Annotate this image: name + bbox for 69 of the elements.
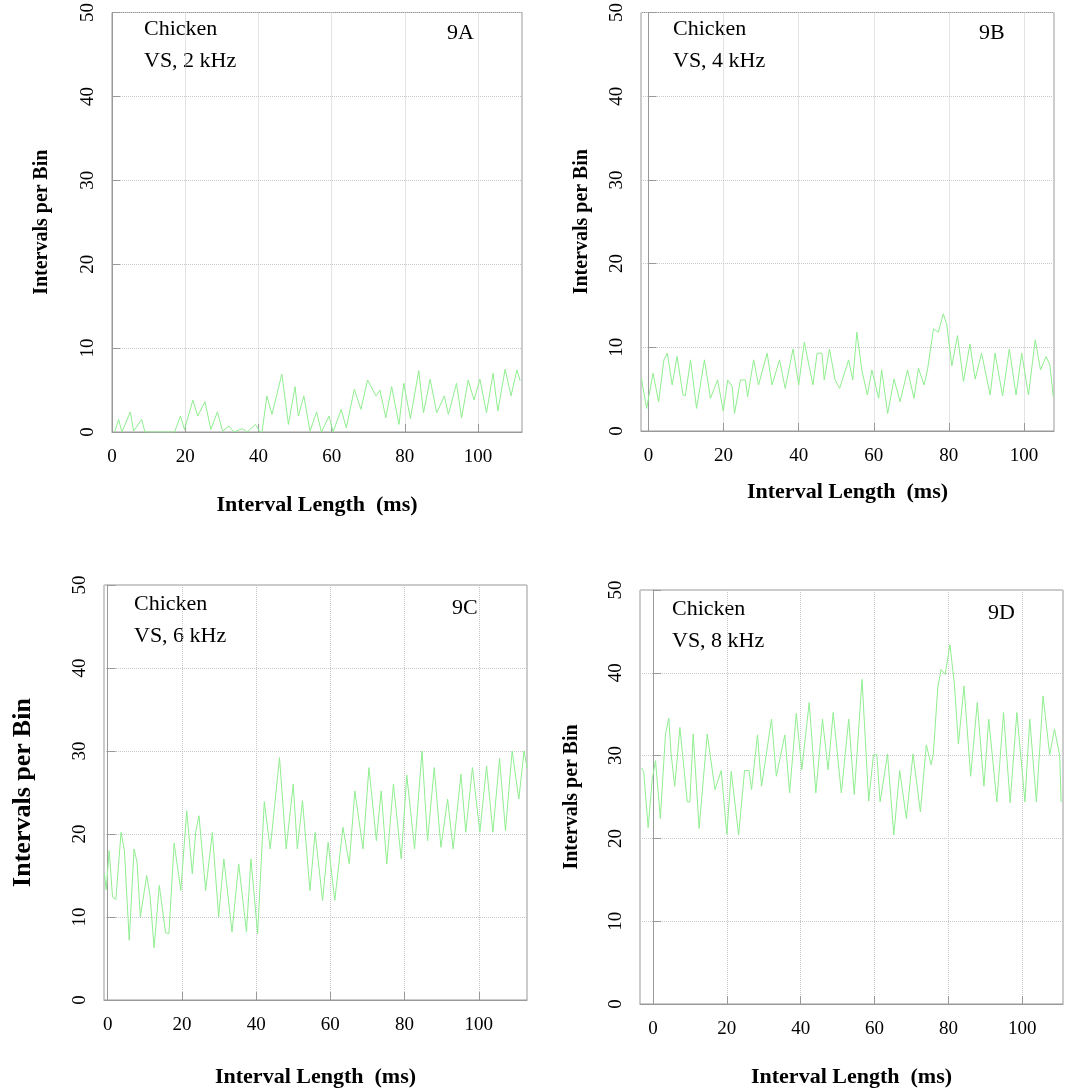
x-tick-label: 0 <box>643 444 654 465</box>
x-tick-label: 100 <box>1009 444 1039 465</box>
line-series <box>640 313 1054 414</box>
annotation: Chicken <box>673 14 747 40</box>
annotation: VS, 8 kHz <box>672 626 765 652</box>
x-tick-label: 0 <box>648 1017 658 1038</box>
y-tick-label: 0 <box>604 999 625 1009</box>
line-series <box>103 750 528 949</box>
x-tick-label: 40 <box>246 1013 266 1034</box>
x-axis-title: Interval Length (ms) <box>216 490 418 516</box>
x-tick-label: 100 <box>463 445 493 466</box>
y-axis-title: Intervals per Bin <box>559 724 582 870</box>
y-axis-title: Intervals per Bin <box>29 149 52 295</box>
x-tick-label: 80 <box>938 1017 958 1038</box>
y-tick-label: 10 <box>604 911 625 931</box>
y-tick-label: 40 <box>68 658 89 678</box>
y-tick-label: 50 <box>76 3 97 22</box>
y-axis-title: Intervals per Bin <box>6 697 36 887</box>
y-tick-label: 10 <box>605 337 626 357</box>
y-tick-label: 50 <box>605 3 626 22</box>
y-tick-label: 20 <box>68 824 89 844</box>
x-tick-label: 40 <box>791 1017 811 1038</box>
x-tick-label: 60 <box>320 1013 340 1034</box>
y-tick-label: 30 <box>68 741 89 761</box>
x-tick-label: 100 <box>1008 1017 1037 1038</box>
y-axis-title: Intervals per Bin <box>569 149 592 295</box>
y-tick-label: 40 <box>76 86 97 106</box>
y-tick-label: 0 <box>605 426 626 436</box>
x-tick-label: 40 <box>248 445 268 466</box>
x-tick-label: 80 <box>395 445 415 466</box>
x-tick-label: 20 <box>175 445 195 466</box>
annotation: Chicken <box>134 589 208 615</box>
annotation: 9C <box>452 593 478 619</box>
y-tick-label: 50 <box>68 575 89 595</box>
y-tick-label: 30 <box>76 170 97 190</box>
y-tick-label: 50 <box>604 580 625 600</box>
annotation: VS, 4 kHz <box>673 46 766 72</box>
x-tick-label: 20 <box>172 1013 192 1034</box>
annotation: Chicken <box>144 14 218 40</box>
annotation: 9D <box>988 598 1015 624</box>
x-tick-label: 20 <box>714 444 734 465</box>
y-tick-label: 30 <box>604 746 625 766</box>
x-tick-label: 80 <box>395 1013 415 1034</box>
y-tick-label: 20 <box>76 254 97 274</box>
x-axis-title: Interval Length (ms) <box>750 1062 953 1088</box>
y-tick-label: 0 <box>68 995 89 1005</box>
annotation: 9B <box>979 18 1005 44</box>
y-tick-label: 10 <box>76 338 97 358</box>
x-tick-label: 40 <box>789 444 809 465</box>
x-axis-title: Interval Length (ms) <box>746 477 949 503</box>
y-tick-label: 40 <box>605 86 626 106</box>
x-tick-label: 0 <box>107 445 117 466</box>
y-tick-label: 40 <box>604 663 625 683</box>
x-tick-label: 60 <box>322 445 342 466</box>
x-tick-label: 20 <box>717 1017 737 1038</box>
y-tick-label: 20 <box>605 254 626 274</box>
x-tick-label: 80 <box>939 444 959 465</box>
x-tick-label: 60 <box>864 444 884 465</box>
x-axis-title: Interval Length (ms) <box>214 1062 417 1088</box>
x-tick-label: 60 <box>865 1017 885 1038</box>
y-tick-label: 10 <box>68 907 89 927</box>
annotation: Chicken <box>672 594 746 620</box>
y-tick-label: 0 <box>76 427 97 437</box>
x-tick-label: 0 <box>102 1013 113 1034</box>
annotation: 9A <box>447 18 474 44</box>
annotation: VS, 2 kHz <box>144 46 237 72</box>
x-tick-label: 100 <box>464 1013 494 1034</box>
y-tick-label: 20 <box>604 828 625 848</box>
y-tick-label: 30 <box>605 170 626 190</box>
